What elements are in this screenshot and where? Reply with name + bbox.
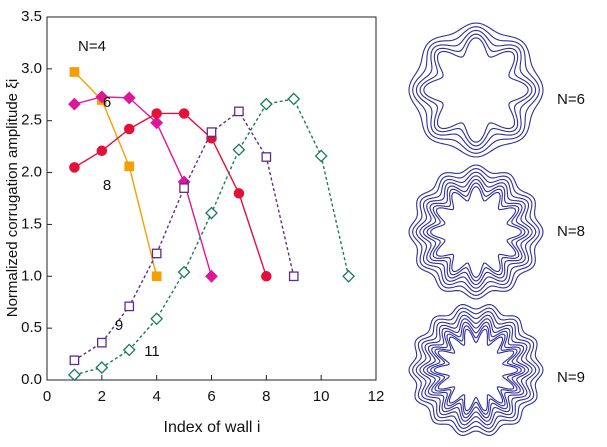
marker (96, 337, 107, 348)
x-tick-label: 10 (313, 388, 330, 405)
marker (205, 269, 218, 283)
y-tick-label: 3.5 (21, 8, 42, 25)
marker (122, 91, 136, 105)
marker (342, 269, 356, 283)
ring (415, 171, 537, 293)
marker (288, 271, 299, 282)
inset-label: N=8 (557, 223, 585, 240)
series-label: 6 (103, 94, 111, 111)
ring (426, 182, 526, 282)
y-tick-label: 1.5 (21, 215, 42, 232)
marker (151, 271, 162, 282)
ring (422, 318, 530, 422)
marker (69, 67, 80, 77)
x-axis-label: Index of wall i (164, 419, 261, 436)
plot-frame (46, 16, 377, 381)
marker (314, 149, 328, 163)
ring (415, 29, 537, 151)
x-tick-label: 0 (43, 388, 51, 405)
ring (419, 175, 533, 289)
marker (178, 108, 190, 119)
marker (124, 123, 135, 135)
series-line (73, 71, 158, 277)
y-tick-label: 0.0 (21, 371, 42, 388)
ring (408, 164, 544, 300)
x-tick-label: 2 (98, 388, 106, 405)
ring (426, 321, 526, 419)
ring (408, 303, 544, 437)
ring (412, 307, 540, 433)
inset-label: N=6 (557, 91, 585, 108)
ring (419, 314, 533, 426)
y-tick-label: 2.0 (21, 164, 42, 181)
marker (261, 152, 272, 162)
marker (150, 116, 164, 130)
ring (430, 186, 522, 278)
ring (433, 328, 519, 412)
y-tick-label: 3.0 (21, 60, 42, 77)
x-tick-label: 8 (262, 388, 270, 405)
marker (69, 355, 80, 366)
ring (422, 178, 530, 286)
ring (412, 168, 540, 296)
x-tick-label: 6 (207, 388, 215, 405)
x-tick-label: 12 (368, 388, 385, 405)
marker (122, 343, 136, 357)
marker (261, 271, 272, 282)
inset-label: N=9 (557, 369, 585, 386)
ring (415, 311, 537, 429)
ring (412, 26, 540, 154)
marker (179, 183, 189, 193)
x-tick-label: 4 (152, 388, 160, 405)
marker (206, 127, 217, 137)
ring (419, 33, 533, 147)
marker (95, 90, 109, 104)
marker (96, 145, 108, 157)
marker (151, 108, 162, 119)
marker (124, 301, 135, 312)
ring (429, 325, 523, 415)
series-label: 8 (103, 177, 111, 194)
y-tick-label: 1.0 (21, 267, 42, 284)
series-label: 11 (144, 343, 160, 360)
series-line (74, 112, 267, 277)
series-line (74, 110, 295, 361)
y-tick-label: 0.5 (21, 319, 42, 336)
marker (205, 206, 218, 220)
marker (234, 106, 244, 117)
y-axis-label: Normalized corrugation amplitude ξi (4, 79, 21, 318)
series-line (74, 96, 213, 277)
marker (95, 361, 109, 374)
series-label: N=4 (78, 38, 106, 55)
y-tick-label: 2.5 (21, 112, 42, 129)
marker (150, 312, 164, 326)
series-label: 9 (115, 317, 123, 334)
marker (67, 368, 81, 382)
marker (124, 161, 135, 172)
marker (67, 97, 81, 111)
ring (423, 37, 529, 143)
ring (408, 22, 544, 158)
marker (287, 92, 301, 106)
marker (233, 188, 245, 199)
marker (69, 162, 80, 173)
marker (259, 97, 273, 111)
marker (151, 248, 162, 259)
marker (177, 265, 191, 279)
marker (232, 143, 246, 157)
